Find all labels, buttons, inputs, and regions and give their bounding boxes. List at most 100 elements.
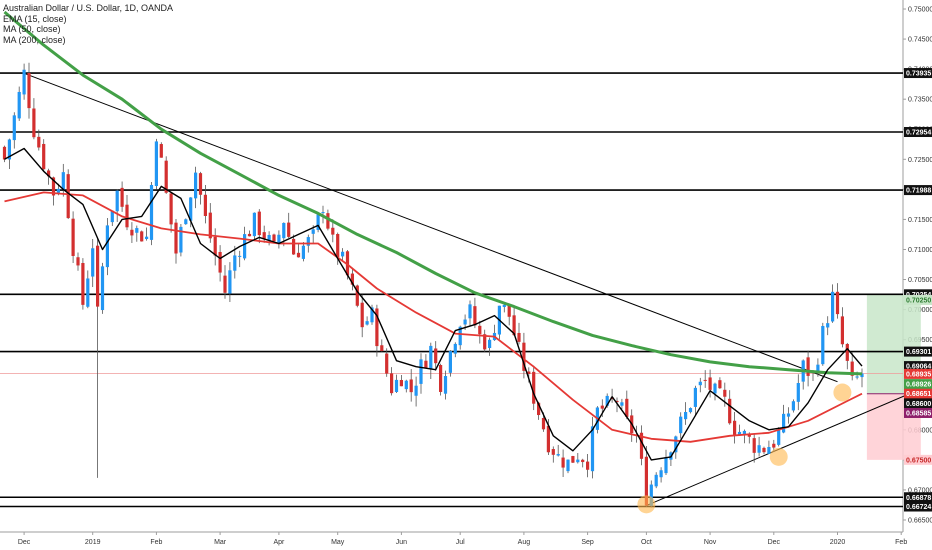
candle-body[interactable] <box>840 316 844 345</box>
candle-body[interactable] <box>292 238 296 255</box>
candle-body[interactable] <box>360 302 364 328</box>
candle-body[interactable] <box>674 436 678 453</box>
candle-body[interactable] <box>233 255 237 271</box>
candle-body[interactable] <box>198 173 203 195</box>
candle-body[interactable] <box>546 425 550 453</box>
candle-body[interactable] <box>453 343 457 354</box>
candle-body[interactable] <box>772 443 776 448</box>
candle-body[interactable] <box>350 273 354 285</box>
candle-body[interactable] <box>483 334 487 350</box>
candle-body[interactable] <box>522 342 526 371</box>
candle-body[interactable] <box>51 177 56 196</box>
candle-body[interactable] <box>747 434 751 437</box>
candle-body[interactable] <box>76 257 80 266</box>
candle-body[interactable] <box>203 194 207 217</box>
candle-body[interactable] <box>693 387 697 407</box>
candle-body[interactable] <box>512 315 516 336</box>
candle-body[interactable] <box>845 343 849 361</box>
candle-body[interactable] <box>767 446 771 454</box>
candle-body[interactable] <box>120 187 124 207</box>
candle-body[interactable] <box>434 348 438 364</box>
candle-body[interactable] <box>703 379 707 381</box>
candle-body[interactable] <box>394 379 399 392</box>
candle-body[interactable] <box>556 454 560 456</box>
candle-body[interactable] <box>316 214 320 230</box>
candle-body[interactable] <box>370 307 374 323</box>
candle-body[interactable] <box>355 285 359 306</box>
candle-body[interactable] <box>860 373 864 378</box>
candle-body[interactable] <box>135 228 139 233</box>
candle-body[interactable] <box>581 459 585 463</box>
candle-body[interactable] <box>791 401 795 411</box>
candle-body[interactable] <box>81 262 85 305</box>
candle-body[interactable] <box>723 389 727 397</box>
candle-body[interactable] <box>777 429 781 445</box>
candle-body[interactable] <box>826 323 830 328</box>
candle-body[interactable] <box>605 395 609 406</box>
candle-body[interactable] <box>37 136 41 148</box>
candle-body[interactable] <box>831 291 835 322</box>
candle-body[interactable] <box>698 381 702 386</box>
candle-body[interactable] <box>110 210 114 223</box>
candle-body[interactable] <box>164 160 168 193</box>
candle-body[interactable] <box>380 345 384 352</box>
candle-body[interactable] <box>728 398 732 424</box>
candle-body[interactable] <box>664 457 668 474</box>
candle-body[interactable] <box>311 229 315 234</box>
candle-body[interactable] <box>247 233 252 237</box>
candle-body[interactable] <box>252 212 256 237</box>
candle-body[interactable] <box>149 184 154 240</box>
candle-body[interactable] <box>541 417 546 430</box>
candle-body[interactable] <box>336 233 340 258</box>
legend-ma50[interactable]: MA (50, close) <box>3 24 61 34</box>
candle-body[interactable] <box>615 400 619 403</box>
candle-body[interactable] <box>194 172 198 199</box>
candle-body[interactable] <box>463 319 467 325</box>
candle-body[interactable] <box>733 420 737 435</box>
candle-body[interactable] <box>688 408 693 413</box>
candle-body[interactable] <box>625 398 629 417</box>
candle-body[interactable] <box>796 383 800 402</box>
candle-body[interactable] <box>468 304 472 319</box>
candle-body[interactable] <box>267 235 271 241</box>
candle-body[interactable] <box>272 234 276 242</box>
candle-body[interactable] <box>86 278 90 307</box>
candle-body[interactable] <box>850 361 854 376</box>
candle-body[interactable] <box>218 251 222 273</box>
candle-body[interactable] <box>576 459 580 463</box>
ma-50-line[interactable] <box>4 191 863 443</box>
candle-body[interactable] <box>345 251 350 276</box>
candle-body[interactable] <box>22 69 26 95</box>
candle-body[interactable] <box>448 351 452 373</box>
candle-body[interactable] <box>91 248 95 277</box>
candle-body[interactable] <box>100 266 105 311</box>
candle-body[interactable] <box>806 357 810 376</box>
candle-body[interactable] <box>855 376 859 378</box>
candle-body[interactable] <box>718 380 722 389</box>
candle-body[interactable] <box>782 413 786 433</box>
candle-body[interactable] <box>659 470 663 478</box>
candle-body[interactable] <box>301 245 305 259</box>
candle-body[interactable] <box>282 222 286 239</box>
candle-body[interactable] <box>2 146 7 160</box>
candle-body[interactable] <box>458 326 462 346</box>
candle-body[interactable] <box>713 383 717 394</box>
candle-body[interactable] <box>257 211 261 236</box>
ma-200-line[interactable] <box>3 10 863 376</box>
candle-body[interactable] <box>140 231 144 242</box>
candle-body[interactable] <box>507 304 511 317</box>
candle-body[interactable] <box>399 379 403 387</box>
candle-body[interactable] <box>27 72 31 109</box>
candle-body[interactable] <box>296 252 301 258</box>
candle-body[interactable] <box>424 360 428 368</box>
candle-body[interactable] <box>7 139 11 160</box>
candle-body[interactable] <box>610 397 614 400</box>
candle-body[interactable] <box>502 304 506 308</box>
trendline[interactable] <box>23 72 838 383</box>
candle-body[interactable] <box>306 237 310 246</box>
candle-body[interactable] <box>639 432 644 459</box>
ema-15-line[interactable] <box>4 147 863 461</box>
candle-body[interactable] <box>12 115 16 141</box>
candle-body[interactable] <box>125 204 129 228</box>
